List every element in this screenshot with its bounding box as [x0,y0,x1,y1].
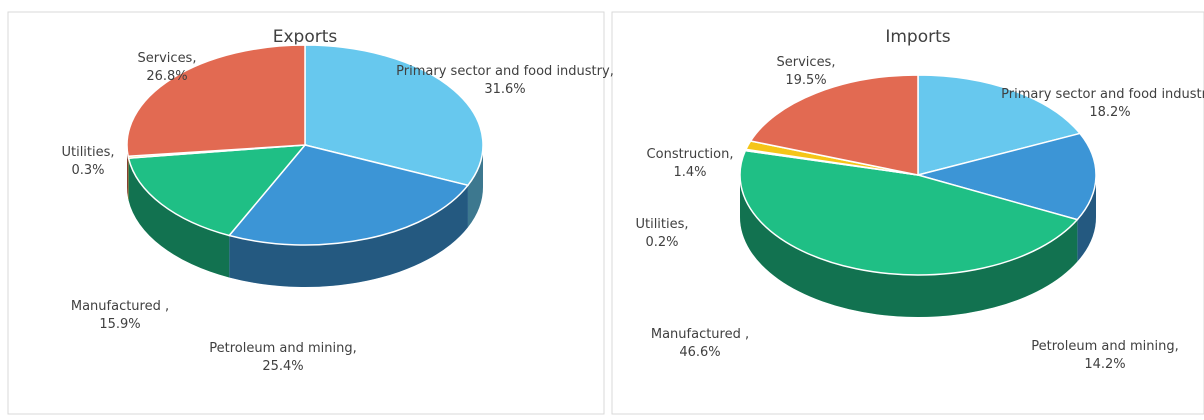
slice-category-label: Manufactured , [651,327,749,342]
slice-category-label: Petroleum and mining, [1031,339,1178,354]
slice-value-label: 14.2% [1084,357,1125,372]
slice-category-label: Services, [138,51,197,66]
slice-category-label: Construction, [647,147,734,162]
slice-value-label: 25.4% [262,359,303,374]
slice-value-label: 19.5% [785,73,826,88]
slice-category-label: Utilities, [61,145,114,160]
slice-category-label: Primary sector and food industry, [1001,87,1204,102]
slice-value-label: 0.3% [71,163,104,178]
slice-category-label: Primary sector and food industry, [396,64,614,79]
slice-category-label: Petroleum and mining, [209,341,356,356]
chart-title: Imports [885,27,950,47]
slice-value-label: 1.4% [673,165,706,180]
chart-title: Exports [273,27,338,47]
slice-value-label: 31.6% [484,82,525,97]
slice-category-label: Manufactured , [71,299,169,314]
slice-value-label: 15.9% [99,317,140,332]
slice-category-label: Services, [777,55,836,70]
slice-value-label: 46.6% [679,345,720,360]
slice-value-label: 18.2% [1089,105,1130,120]
slice-category-label: Utilities, [635,217,688,232]
slice-value-label: 26.8% [146,69,187,84]
slice-value-label: 0.2% [645,235,678,250]
